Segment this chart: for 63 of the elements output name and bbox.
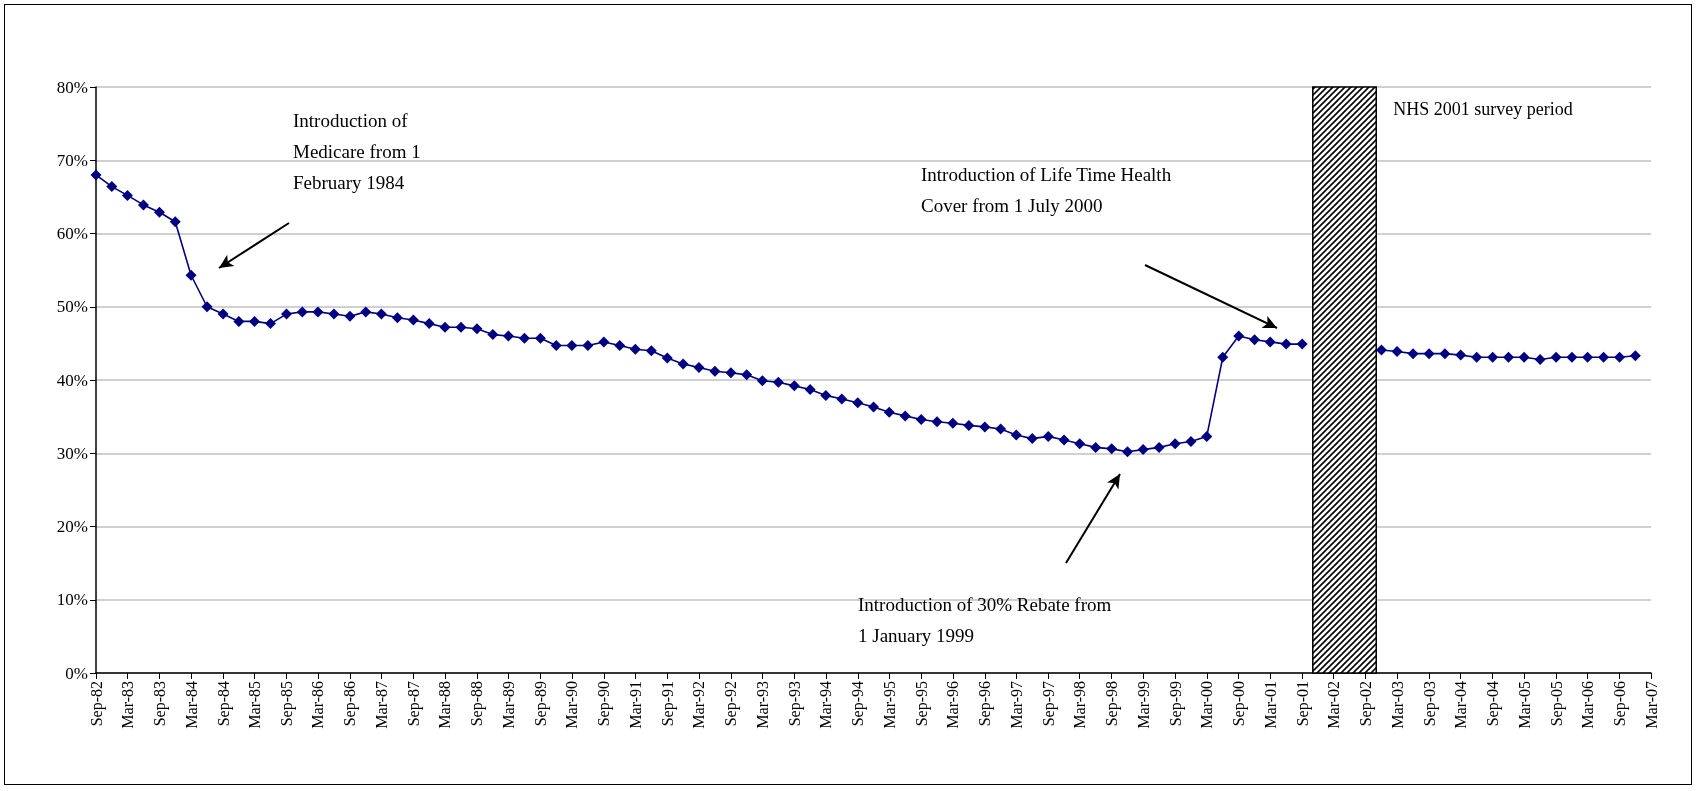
x-tick-label: Sep-88 — [468, 681, 487, 727]
x-tick-label: Mar-06 — [1579, 681, 1597, 729]
x-tick-label: Sep-90 — [595, 681, 614, 727]
x-tick-label: Mar-02 — [1325, 681, 1343, 729]
x-tick-label: Sep-00 — [1230, 681, 1249, 727]
y-tick-label: 0% — [65, 663, 88, 683]
x-tick-label: Mar-87 — [372, 681, 390, 729]
x-tick-label: Mar-04 — [1452, 681, 1470, 729]
x-tick-label: Sep-84 — [214, 681, 233, 727]
x-tick-label: Mar-07 — [1642, 681, 1660, 729]
x-tick-label: Mar-83 — [118, 681, 136, 729]
x-tick-label: Mar-97 — [1007, 681, 1025, 729]
x-tick-label: Mar-95 — [880, 681, 898, 729]
y-tick-label: 20% — [56, 517, 88, 536]
x-tick-label: Sep-87 — [404, 681, 423, 727]
x-tick-label: Sep-01 — [1293, 681, 1312, 727]
x-tick-label: Sep-91 — [658, 681, 677, 727]
x-tick-label: Sep-92 — [722, 681, 741, 727]
x-tick-label: Sep-02 — [1357, 681, 1376, 727]
x-tick-label: Mar-94 — [817, 681, 835, 729]
x-tick-label: Mar-96 — [944, 681, 962, 729]
x-tick-label: Sep-05 — [1547, 681, 1566, 727]
annotation: Introduction of Life Time Health Cover from 1 July 2000 — [921, 164, 1176, 216]
y-tick-label: 70% — [56, 150, 88, 170]
x-tick-label: Sep-94 — [849, 681, 868, 727]
y-tick-label: 40% — [56, 370, 88, 390]
x-tick-label: Sep-06 — [1611, 681, 1630, 727]
x-tick-label: Sep-85 — [277, 681, 296, 727]
x-tick-label: Mar-00 — [1198, 681, 1216, 729]
y-tick-label: 60% — [56, 224, 88, 243]
x-tick-label: Sep-96 — [976, 681, 995, 727]
x-tick-label: Sep-99 — [1166, 681, 1185, 727]
x-tick-label: Mar-03 — [1388, 681, 1406, 729]
x-tick-label: Mar-93 — [753, 681, 771, 729]
x-tick-label: Sep-04 — [1484, 681, 1503, 727]
y-tick-label: 50% — [56, 297, 88, 317]
x-tick-label: Mar-86 — [309, 681, 327, 729]
annotation: Introduction of 30% Rebate from 1 January 1999 — [858, 594, 1117, 646]
y-tick-label: 80% — [56, 77, 88, 97]
x-tick-label: Mar-05 — [1515, 681, 1533, 729]
annotation: Introduction of Medicare from 1 February 1984 — [293, 110, 426, 193]
x-tick-label: Mar-99 — [1134, 681, 1152, 729]
x-tick-label: Mar-90 — [563, 681, 581, 729]
x-tick-label: Sep-03 — [1420, 681, 1439, 727]
y-tick-label: 30% — [56, 443, 88, 463]
x-tick-label: Sep-83 — [150, 681, 169, 727]
x-tick-label: Sep-98 — [1103, 681, 1122, 727]
x-tick-label: Mar-89 — [499, 681, 517, 729]
x-tick-label: Mar-92 — [690, 681, 708, 729]
band-label: NHS 2001 survey period — [1393, 99, 1573, 120]
x-tick-label: Mar-91 — [626, 681, 644, 729]
x-tick-label: Mar-85 — [246, 681, 264, 729]
x-tick-label: Mar-88 — [436, 681, 454, 729]
x-tick-label: Sep-89 — [531, 681, 550, 727]
y-tick-label: 10% — [56, 590, 88, 610]
x-tick-label: Sep-82 — [87, 681, 106, 727]
x-tick-label: Mar-01 — [1261, 681, 1279, 729]
x-tick-label: Sep-93 — [785, 681, 804, 727]
x-tick-label: Sep-97 — [1039, 681, 1058, 727]
x-tick-label: Mar-98 — [1071, 681, 1089, 729]
x-tick-label: Sep-95 — [912, 681, 931, 727]
x-tick-label: Sep-86 — [341, 681, 360, 727]
x-tick-label: Mar-84 — [182, 681, 200, 729]
